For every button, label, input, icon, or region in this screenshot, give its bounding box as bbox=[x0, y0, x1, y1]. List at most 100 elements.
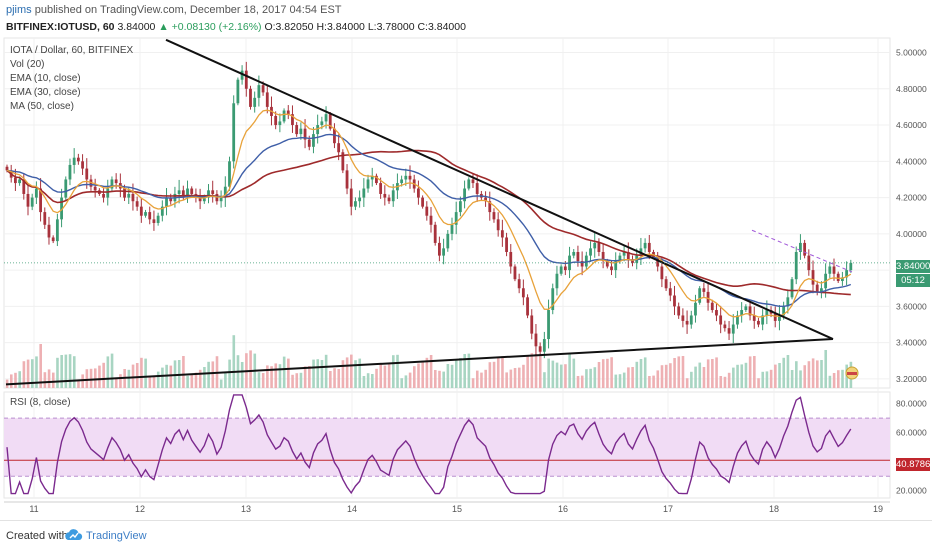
volume-bar bbox=[387, 362, 391, 388]
candle-body bbox=[752, 315, 756, 321]
created-with-text: Created with bbox=[6, 530, 68, 542]
x-tick-label: 15 bbox=[452, 504, 462, 514]
ohlc-readout: BITFINEX:IOTUSD, 60 3.84000 ▲ +0.08130 (… bbox=[6, 21, 466, 33]
volume-bar bbox=[681, 356, 685, 388]
volume-bar bbox=[673, 358, 676, 388]
rsi-tick-label: 60.0000 bbox=[896, 428, 927, 438]
volume-bar bbox=[505, 372, 508, 388]
candle-body bbox=[832, 266, 836, 274]
candle-body bbox=[706, 291, 710, 303]
legend-ema10[interactable]: EMA (10, close) bbox=[10, 73, 81, 84]
candle-body bbox=[76, 157, 80, 162]
volume-bar bbox=[320, 360, 324, 388]
low-value: L:3.78000 bbox=[367, 21, 415, 33]
candle-body bbox=[333, 128, 336, 144]
volume-bar bbox=[392, 355, 395, 388]
volume-bar bbox=[501, 356, 504, 388]
legend-ema30[interactable]: EMA (30, close) bbox=[10, 87, 81, 98]
volume-bar bbox=[249, 350, 252, 388]
volume-bar bbox=[211, 361, 215, 388]
volume-bar bbox=[203, 367, 206, 388]
candle-body bbox=[68, 164, 72, 180]
candle-body bbox=[156, 215, 160, 223]
candle-body bbox=[278, 121, 282, 126]
volume-bar bbox=[811, 358, 815, 388]
price-chart[interactable]: 11 12 13 14 15 16 17 18 19 5.00000 4.80000 4.60000 4… bbox=[0, 0, 932, 520]
support-trendline bbox=[5, 338, 834, 386]
volume-bar bbox=[614, 374, 618, 388]
rsi-tick-label: 20.0000 bbox=[896, 486, 927, 496]
candle-body bbox=[316, 125, 320, 135]
candle-body bbox=[710, 302, 714, 311]
y-tick-label: 3.40000 bbox=[896, 338, 927, 348]
candle-body bbox=[43, 212, 47, 225]
volume-bar bbox=[517, 367, 521, 388]
candle-body bbox=[509, 251, 513, 267]
volume-bar bbox=[287, 358, 290, 388]
candle-body bbox=[64, 179, 68, 198]
volume-bar bbox=[475, 370, 479, 388]
candle-body bbox=[127, 193, 131, 198]
author-name[interactable]: pjims bbox=[6, 4, 32, 16]
tradingview-cloud-icon[interactable] bbox=[64, 527, 84, 543]
volume-bar bbox=[303, 366, 307, 388]
candle-body bbox=[660, 266, 664, 280]
volume-bar bbox=[828, 375, 832, 388]
tradingview-brand[interactable]: TradingView bbox=[86, 530, 147, 542]
rsi-line bbox=[6, 394, 852, 495]
volume-bar bbox=[702, 367, 706, 388]
candle-body bbox=[236, 79, 240, 104]
candle-body bbox=[421, 197, 425, 207]
candle-body bbox=[328, 114, 332, 129]
candle-body bbox=[30, 197, 34, 207]
volume-bar bbox=[421, 360, 425, 388]
legend-ma50[interactable]: MA (50, close) bbox=[10, 101, 74, 112]
candle-body bbox=[429, 215, 433, 225]
volume-bar bbox=[140, 357, 143, 388]
candle-body bbox=[673, 295, 676, 307]
volume-bar bbox=[580, 375, 584, 388]
candle-body bbox=[584, 255, 588, 267]
candle-body bbox=[681, 315, 685, 321]
legend-vol[interactable]: Vol (20) bbox=[10, 59, 45, 70]
candle-body bbox=[694, 302, 697, 316]
candle-body bbox=[605, 261, 609, 267]
candle-body bbox=[841, 277, 844, 282]
candle-body bbox=[219, 197, 223, 202]
volume-bar bbox=[530, 353, 534, 388]
volume-bar bbox=[534, 354, 538, 388]
volume-bar bbox=[664, 364, 668, 388]
candle-body bbox=[698, 288, 702, 303]
volume-bar bbox=[618, 374, 622, 388]
volume-bar bbox=[291, 374, 294, 388]
volume-bar bbox=[786, 355, 790, 388]
candle-body bbox=[110, 179, 114, 189]
volume-bar bbox=[555, 362, 559, 388]
volume-bar bbox=[610, 357, 613, 388]
volume-bar bbox=[85, 369, 89, 388]
volume-bar bbox=[442, 371, 445, 388]
candle-body bbox=[349, 188, 353, 207]
candle-body bbox=[34, 188, 38, 198]
volume-bar bbox=[837, 370, 840, 388]
candle-body bbox=[165, 197, 168, 207]
volume-bar bbox=[152, 376, 156, 388]
volume-bar bbox=[278, 364, 282, 388]
volume-bar bbox=[480, 372, 483, 388]
candle-body bbox=[547, 310, 550, 340]
symbol-label: BITFINEX:IOTUSD, 60 bbox=[6, 21, 115, 33]
volume-bar bbox=[77, 379, 80, 388]
candle-body bbox=[60, 197, 63, 220]
x-tick-label: 14 bbox=[347, 504, 357, 514]
publish-text: published on TradingView.com, December 1… bbox=[34, 4, 342, 16]
candle-body bbox=[761, 315, 765, 325]
candle-body bbox=[177, 190, 181, 194]
volume-bar bbox=[429, 355, 433, 388]
volume-bar bbox=[719, 376, 723, 388]
rsi-legend[interactable]: RSI (8, close) bbox=[10, 397, 71, 408]
volume-bar bbox=[26, 359, 30, 388]
volume-bar bbox=[408, 372, 412, 388]
volume-bar bbox=[593, 367, 597, 388]
candle-body bbox=[362, 188, 366, 198]
candle-body bbox=[458, 201, 462, 213]
